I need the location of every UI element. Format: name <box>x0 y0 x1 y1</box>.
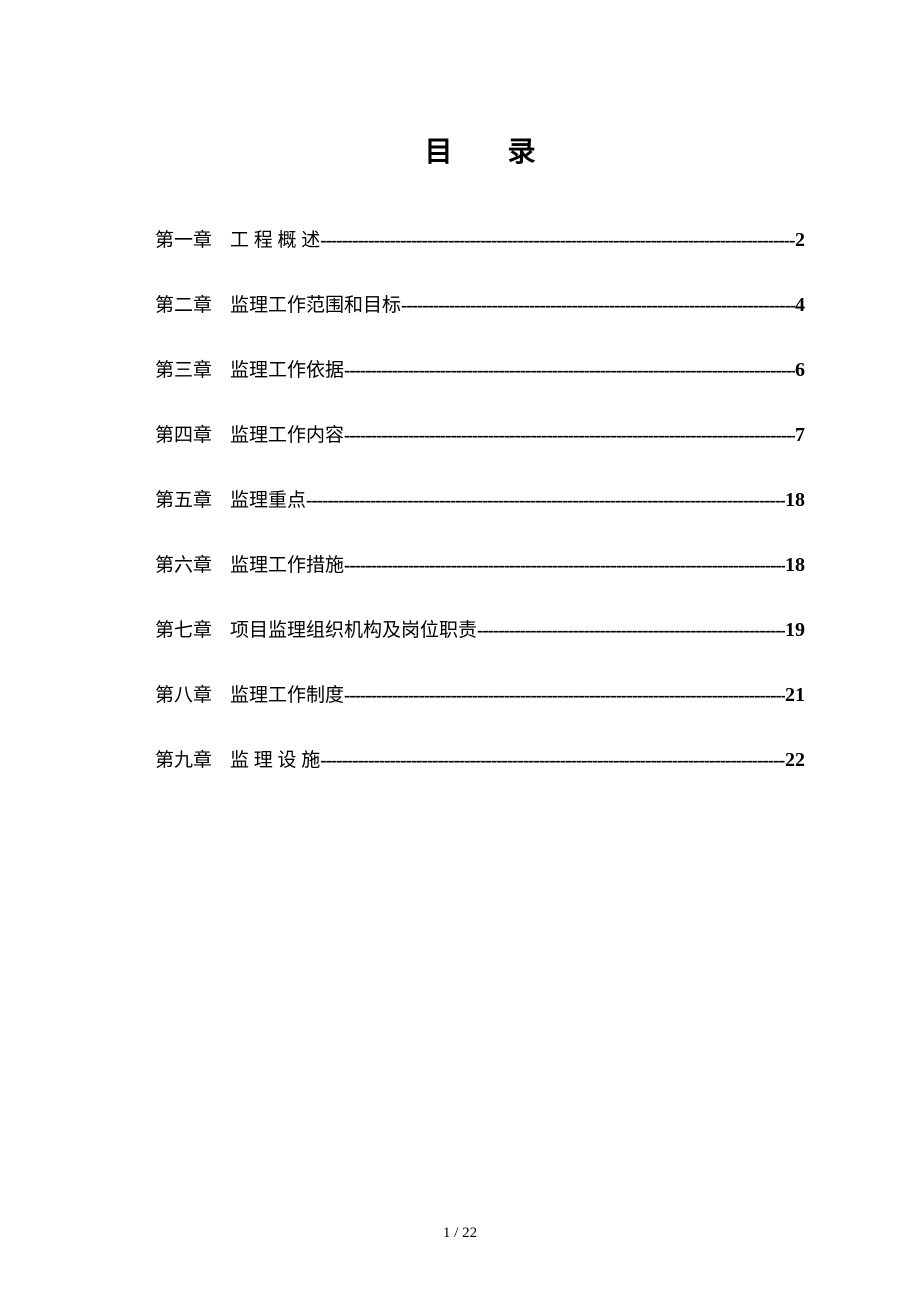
toc-chapter-label: 第二章 <box>155 290 212 317</box>
toc-entry-title: 监理工作内容 <box>230 420 344 447</box>
toc-chapter-label: 第八章 <box>155 680 212 707</box>
toc-page-number: 22 <box>785 749 805 772</box>
toc-title-heading: 目录 <box>155 130 805 170</box>
page-footer: 1 / 22 <box>0 1225 920 1242</box>
toc-entry: 第八章监理工作制度-------------------------------… <box>155 680 805 707</box>
toc-chapter-label: 第三章 <box>155 355 212 382</box>
toc-chapter-label: 第四章 <box>155 420 212 447</box>
toc-leader-dashes: ----------------------------------------… <box>320 750 785 772</box>
toc-entry: 第六章监理工作措施-------------------------------… <box>155 550 805 577</box>
toc-entry-title: 监理工作范围和目标 <box>230 290 401 317</box>
toc-page-number: 4 <box>795 294 805 317</box>
toc-leader-dashes: ----------------------------------------… <box>401 295 795 317</box>
page-container: 目录 第一章工 程 概 述---------------------------… <box>0 0 920 772</box>
toc-entry-title: 监理工作措施 <box>230 550 344 577</box>
toc-entry-title: 工 程 概 述 <box>230 225 320 252</box>
toc-entry-title: 监理工作依据 <box>230 355 344 382</box>
toc-entry: 第五章监理重点---------------------------------… <box>155 485 805 512</box>
toc-entry: 第二章监理工作范围和目标----------------------------… <box>155 290 805 317</box>
toc-page-number: 2 <box>795 229 805 252</box>
footer-separator: / <box>450 1225 462 1241</box>
toc-chapter-label: 第六章 <box>155 550 212 577</box>
toc-chapter-label: 第五章 <box>155 485 212 512</box>
toc-entry: 第四章监理工作内容-------------------------------… <box>155 420 805 447</box>
toc-list: 第一章工 程 概 述------------------------------… <box>155 225 805 772</box>
toc-leader-dashes: ----------------------------------------… <box>477 620 785 642</box>
toc-entry-title: 监理重点 <box>230 485 306 512</box>
toc-entry: 第一章工 程 概 述------------------------------… <box>155 225 805 252</box>
toc-page-number: 6 <box>795 359 805 382</box>
toc-leader-dashes: ----------------------------------------… <box>320 230 795 252</box>
toc-leader-dashes: ----------------------------------------… <box>306 490 785 512</box>
toc-chapter-label: 第九章 <box>155 745 212 772</box>
toc-entry: 第七章项目监理组织机构及岗位职责------------------------… <box>155 615 805 642</box>
toc-entry-title: 项目监理组织机构及岗位职责 <box>230 615 477 642</box>
toc-entry: 第九章监 理 设 施------------------------------… <box>155 745 805 772</box>
toc-entry-title: 监 理 设 施 <box>230 745 320 772</box>
toc-leader-dashes: ----------------------------------------… <box>344 685 785 707</box>
toc-leader-dashes: ----------------------------------------… <box>344 360 795 382</box>
toc-page-number: 7 <box>795 424 805 447</box>
toc-chapter-label: 第一章 <box>155 225 212 252</box>
toc-leader-dashes: ----------------------------------------… <box>344 555 785 577</box>
toc-chapter-label: 第七章 <box>155 615 212 642</box>
toc-leader-dashes: ----------------------------------------… <box>344 425 795 447</box>
toc-entry: 第三章监理工作依据-------------------------------… <box>155 355 805 382</box>
toc-page-number: 19 <box>785 619 805 642</box>
toc-entry-title: 监理工作制度 <box>230 680 344 707</box>
toc-page-number: 18 <box>785 489 805 512</box>
toc-page-number: 18 <box>785 554 805 577</box>
footer-total-pages: 22 <box>462 1225 477 1241</box>
toc-page-number: 21 <box>785 684 805 707</box>
